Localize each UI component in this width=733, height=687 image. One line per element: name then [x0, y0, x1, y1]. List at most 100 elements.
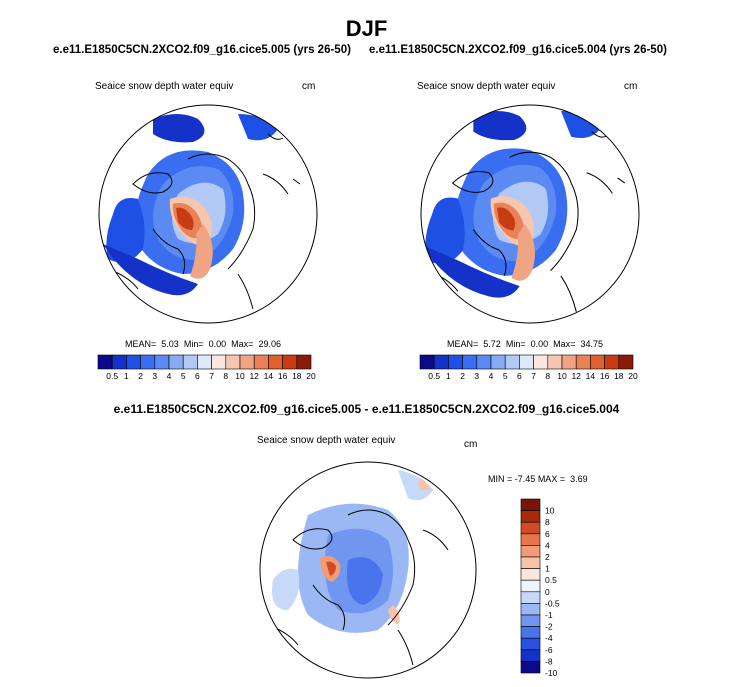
- colorbar-diff-swatch: [520, 661, 541, 674]
- colorbar-right-tick-label: 0.5: [428, 371, 440, 381]
- colorbar-diff-tick-label: 1: [545, 564, 550, 574]
- colorbar-diff-tick-label: -1: [545, 610, 553, 620]
- colorbar-diff-tick-label: -6: [545, 645, 553, 655]
- colorbar-left-swatch: [282, 354, 298, 370]
- colorbar-left-tick-label: 16: [278, 371, 288, 381]
- case-title-left: e.e11.E1850C5CN.2XCO2.f09_g16.cice5.005 …: [53, 44, 351, 56]
- colorbar-left-swatch: [168, 354, 184, 370]
- colorbar-right-swatch: [519, 354, 534, 370]
- colorbar-right-swatch: [561, 354, 577, 370]
- colorbar-diff-swatch: [520, 498, 541, 511]
- colorbar-right-tick-label: 14: [586, 371, 596, 381]
- colorbar-right-tick-label: 5: [503, 371, 508, 381]
- colorbar-diff-tick-label: 8: [545, 517, 550, 527]
- colorbar-left-swatch: [97, 354, 113, 370]
- map-right: [420, 104, 640, 324]
- colorbar-diff-swatch: [520, 533, 541, 546]
- colorbar-left-swatch: [225, 354, 241, 370]
- colorbar-right-swatch: [476, 354, 492, 370]
- map-diff: [259, 461, 477, 679]
- colorbar-left-tick-label: 14: [264, 371, 274, 381]
- colorbar-left-swatch: [126, 354, 141, 370]
- colorbar-diff-tick-label: -2: [545, 622, 553, 632]
- colorbar-left-swatch: [253, 354, 269, 370]
- colorbar-diff-tick-label: 10: [545, 506, 555, 516]
- colorbar-diff-swatch: [520, 521, 541, 535]
- colorbar-diff-tick-label: 4: [545, 540, 550, 550]
- map-left: [98, 104, 318, 324]
- colorbar-left-tick-label: 20: [306, 371, 316, 381]
- colorbar-diff-swatch: [520, 579, 541, 593]
- colorbar-right-tick-label: 16: [600, 371, 610, 381]
- colorbar-diff-swatch: [520, 510, 541, 523]
- colorbar-left-swatch: [268, 354, 283, 370]
- map-diff-border: [259, 461, 477, 679]
- colorbar-diff-swatch: [520, 568, 541, 581]
- colorbar-right-tick-label: 6: [517, 371, 522, 381]
- colorbar-left-tick-label: 3: [152, 371, 157, 381]
- colorbar-diff-swatch: [520, 556, 541, 569]
- colorbar-right-swatch: [433, 354, 449, 370]
- colorbar-left-tick-label: 4: [167, 371, 172, 381]
- colorbar-right-swatch: [547, 354, 563, 370]
- colorbar-diff-swatch: [520, 603, 541, 616]
- variable-label-diff: Seaice snow depth water equiv: [257, 435, 396, 446]
- colorbar-right-tick-label: 20: [628, 371, 638, 381]
- colorbar-left-tick-label: 7: [209, 371, 214, 381]
- colorbar-diff-swatch: [520, 649, 541, 662]
- colorbar-right-swatch: [448, 354, 463, 370]
- colorbar-right-tick-label: 8: [545, 371, 550, 381]
- colorbar-left-tick-label: 10: [235, 371, 245, 381]
- case-title-right: e.e11.E1850C5CN.2XCO2.f09_g16.cice5.004 …: [369, 44, 667, 56]
- colorbar-right-tick-label: 2: [460, 371, 465, 381]
- colorbar-diff-swatch: [520, 637, 541, 651]
- colorbar-left-swatch: [154, 354, 170, 370]
- colorbar-left-swatch: [211, 354, 227, 370]
- colorbar-diff-swatch: [520, 545, 541, 558]
- colorbar-right-swatch: [604, 354, 620, 370]
- units-label-left: cm: [302, 81, 316, 92]
- colorbar-left: 0.5 1 2 3 4 5 6 7 8 10 12 14 16 18 20: [97, 354, 316, 381]
- colorbar-diff-tick-label: 6: [545, 529, 550, 539]
- colorbar-diff-tick-label: 0.5: [545, 575, 557, 585]
- colorbar-left-tick-label: 1: [124, 371, 129, 381]
- stats-right: MEAN= 5.72 Min= 0.00 Max= 34.75: [447, 339, 603, 349]
- colorbar-right-tick-label: 3: [474, 371, 479, 381]
- colorbar-left-tick-label: 0.5: [106, 371, 118, 381]
- units-label-right: cm: [624, 81, 638, 92]
- colorbar-left-swatch: [111, 354, 127, 370]
- units-label-diff: cm: [464, 439, 478, 450]
- stats-diff: MIN = -7.45 MAX = 3.69: [488, 474, 588, 484]
- stats-left: MEAN= 5.03 Min= 0.00 Max= 29.06: [125, 339, 281, 349]
- colorbar-right-swatch: [504, 354, 520, 370]
- colorbar-right-tick-label: 10: [557, 371, 567, 381]
- colorbar-right-swatch: [575, 354, 591, 370]
- colorbar-right-tick-label: 1: [446, 371, 451, 381]
- season-title: DJF: [345, 16, 388, 41]
- colorbar-left-tick-label: 12: [249, 371, 259, 381]
- colorbar-left-tick-label: 5: [181, 371, 186, 381]
- difference-title: e.e11.E1850C5CN.2XCO2.f09_g16.cice5.005 …: [113, 402, 620, 416]
- colorbar-right-swatch: [462, 354, 478, 370]
- colorbar-diff-tick-label: 0: [545, 587, 550, 597]
- colorbar-right-swatch: [618, 354, 634, 370]
- map-left-border: [98, 104, 318, 324]
- colorbar-diff-swatch: [520, 626, 541, 639]
- colorbar-right-swatch: [490, 354, 506, 370]
- colorbar-diff-tick-label: -4: [545, 633, 553, 643]
- colorbar-left-tick-label: 2: [138, 371, 143, 381]
- colorbar-left-swatch: [182, 354, 198, 370]
- colorbar-left-swatch: [239, 354, 255, 370]
- colorbar-right-swatch: [533, 354, 549, 370]
- colorbar-right: 0.5 1 2 3 4 5 6 7 8 10 12 14 16 18 20: [419, 354, 638, 381]
- colorbar-right-tick-label: 18: [614, 371, 624, 381]
- colorbar-diff: 108 64 2 10.5 0-0.5 -1 -2-4 -6-8 -10: [520, 498, 560, 678]
- map-right-border: [420, 104, 640, 324]
- colorbar-left-tick-label: 18: [292, 371, 302, 381]
- colorbar-right-tick-label: 12: [571, 371, 581, 381]
- variable-label-left: Seaice snow depth water equiv: [95, 81, 234, 92]
- colorbar-diff-swatch: [520, 614, 541, 627]
- colorbar-right-swatch: [419, 354, 435, 370]
- colorbar-right-swatch: [590, 354, 605, 370]
